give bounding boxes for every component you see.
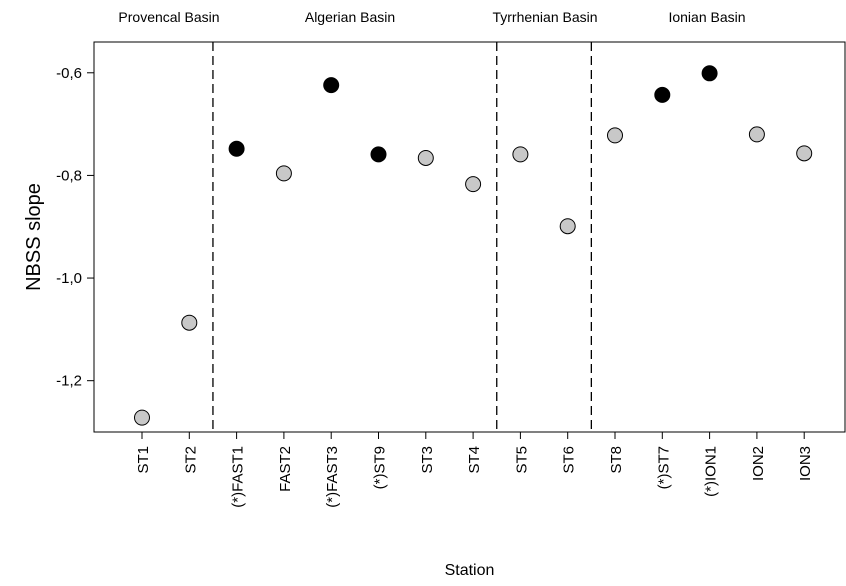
data-point xyxy=(796,145,813,162)
basin-label: Tyrrhenian Basin xyxy=(492,9,597,25)
y-axis: -1,2 -1,0 -0,8 -0,6 xyxy=(56,65,94,390)
basin-label: Ionian Basin xyxy=(668,9,745,25)
data-point xyxy=(701,65,718,82)
x-tick-label: ION3 xyxy=(797,446,814,481)
x-tick-label: (*)FAST3 xyxy=(324,446,341,508)
data-point xyxy=(417,149,434,166)
basin-dividers xyxy=(212,42,592,432)
y-tick-label: -1,2 xyxy=(56,373,82,390)
basin-labels: Provencal Basin Algerian Basin Tyrrhenian … xyxy=(118,9,745,25)
basin-label: Algerian Basin xyxy=(305,9,395,25)
x-tick-label: (*)ST7 xyxy=(655,446,672,489)
x-tick-label: ST3 xyxy=(419,446,436,474)
x-tick-label: (*)ST9 xyxy=(372,446,389,489)
x-tick-label: FAST2 xyxy=(277,446,294,492)
data-point xyxy=(654,86,671,103)
data-points xyxy=(134,65,813,426)
data-point xyxy=(181,314,198,331)
plot-area-frame xyxy=(93,41,846,433)
x-axis-label: Station xyxy=(445,562,495,579)
x-tick-label: (*)ION1 xyxy=(703,446,720,497)
y-tick-label: -0,6 xyxy=(56,65,82,82)
data-point xyxy=(512,146,529,163)
data-point xyxy=(323,77,340,94)
data-point xyxy=(607,127,623,144)
x-tick-label: ST1 xyxy=(135,446,152,474)
x-tick-label: ST4 xyxy=(466,446,483,474)
x-tick-label: ION2 xyxy=(750,446,767,481)
x-axis: ST1 ST2 (*)FAST1 FAST2 (*)FAST3 (*)ST9 ST3 ST4 S… xyxy=(135,432,814,508)
basin-label: Provencal Basin xyxy=(118,9,219,25)
data-point xyxy=(559,218,576,235)
y-tick-label: -1,0 xyxy=(56,270,82,287)
x-tick-label: ST5 xyxy=(513,446,530,474)
data-point xyxy=(134,409,150,426)
x-tick-label: (*)FAST1 xyxy=(230,446,247,508)
data-point xyxy=(275,165,292,182)
y-axis-label: NBSS slope xyxy=(23,183,45,291)
x-tick-label: ST6 xyxy=(561,446,578,474)
data-point xyxy=(370,146,387,163)
y-tick-label: -0,8 xyxy=(56,167,82,184)
x-tick-label: ST2 xyxy=(182,446,199,474)
data-point xyxy=(228,140,245,157)
x-tick-label: ST8 xyxy=(608,446,625,474)
data-point xyxy=(748,126,765,143)
data-point xyxy=(465,176,482,193)
